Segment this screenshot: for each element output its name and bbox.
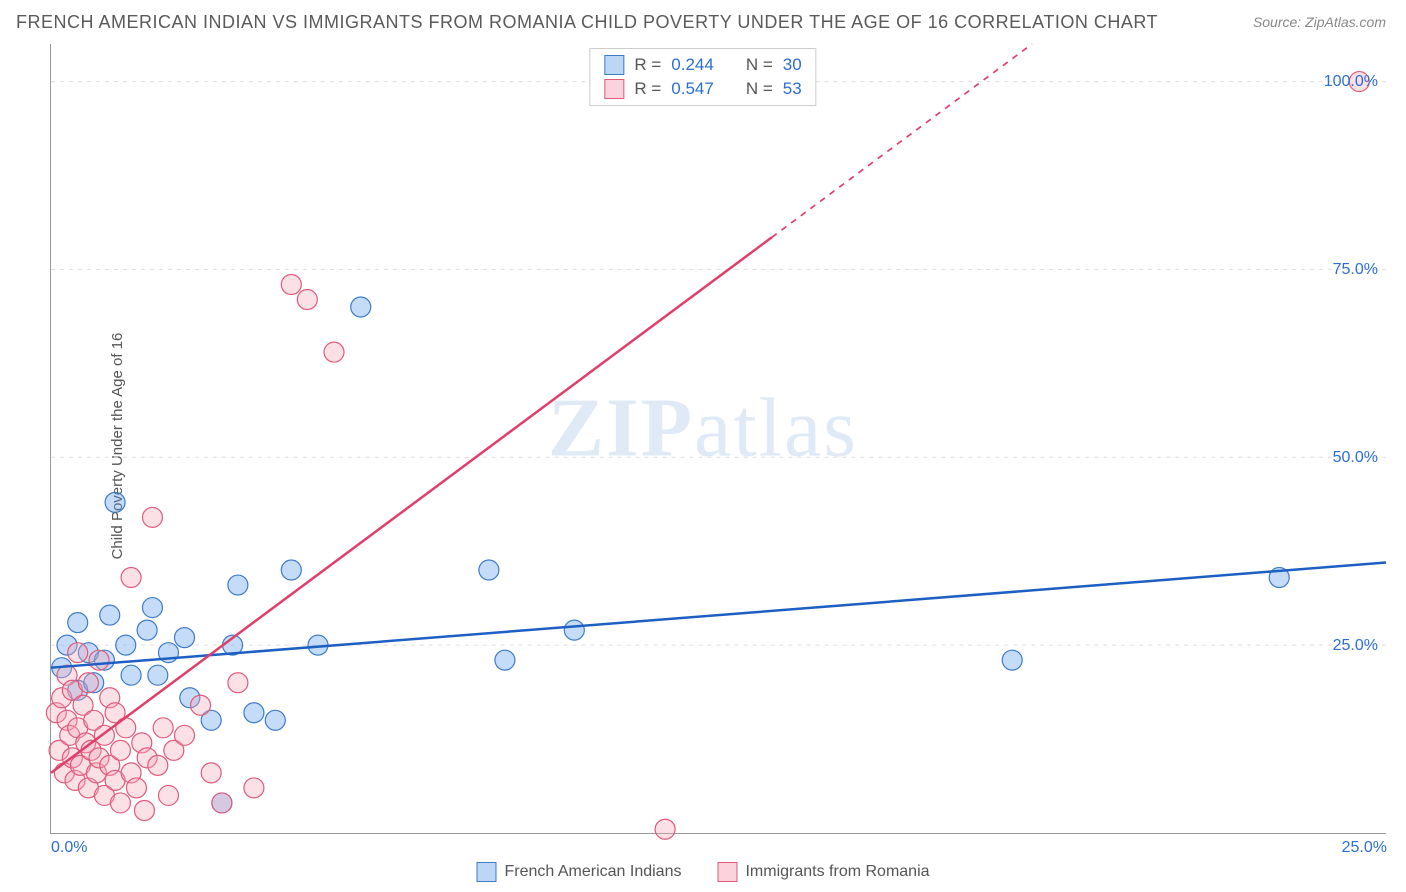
legend-label: Immigrants from Romania [745,863,929,881]
legend-label: French American Indians [504,863,681,881]
y-tick-label: 50.0% [1333,449,1378,467]
n-value: 53 [783,79,802,99]
legend-swatch-pink [717,862,737,882]
y-tick-label: 25.0% [1333,637,1378,655]
n-value: 30 [783,55,802,75]
series-legend: French American Indians Immigrants from … [476,862,929,882]
r-label: R = [634,55,661,75]
legend-item-pink: Immigrants from Romania [717,862,929,882]
y-tick-label: 75.0% [1333,261,1378,279]
legend-swatch-blue [604,55,624,75]
y-tick-label: 100.0% [1324,73,1378,91]
legend-item-blue: French American Indians [476,862,681,882]
source-attribution: Source: ZipAtlas.com [1253,14,1386,30]
legend-row-series-2: R = 0.547 N = 53 [604,77,801,101]
x-tick-label: 25.0% [1342,839,1387,857]
r-value: 0.244 [671,55,714,75]
r-value: 0.547 [671,79,714,99]
legend-row-series-1: R = 0.244 N = 30 [604,53,801,77]
chart-plot-area: 25.0%50.0%75.0%100.0%0.0%25.0% [50,44,1386,834]
plot-svg [51,44,1386,833]
x-tick-label: 0.0% [51,839,87,857]
legend-swatch-blue [476,862,496,882]
r-label: R = [634,79,661,99]
chart-title: FRENCH AMERICAN INDIAN VS IMMIGRANTS FRO… [16,12,1158,33]
correlation-legend: R = 0.244 N = 30 R = 0.547 N = 53 [589,48,816,106]
n-label: N = [746,79,773,99]
legend-swatch-pink [604,79,624,99]
n-label: N = [746,55,773,75]
